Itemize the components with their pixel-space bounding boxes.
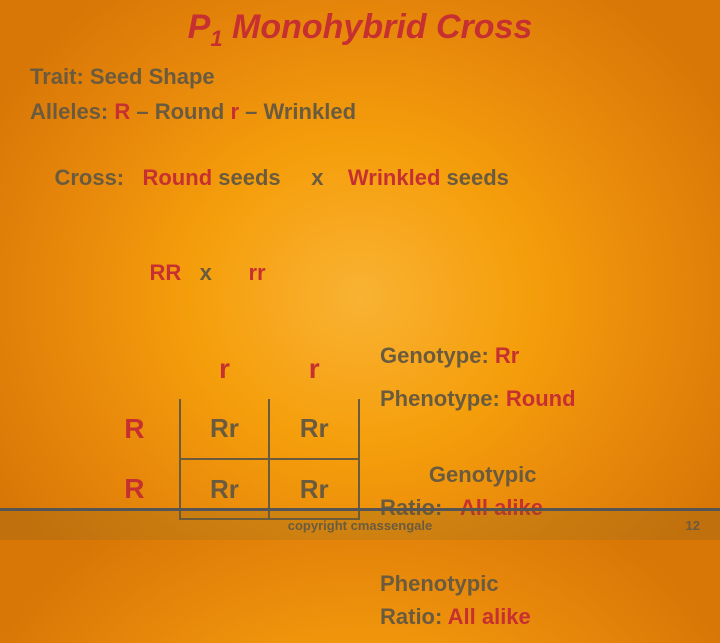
- copyright-text: copyright cmassengale: [288, 518, 433, 533]
- title-p: P: [188, 8, 211, 46]
- punnett-col2: r: [269, 339, 359, 399]
- pratio-label2: Ratio:: [380, 604, 448, 629]
- phenotypic-ratio-block: Phenotypic Ratio: All alike: [380, 567, 690, 633]
- genotype-line: Genotype: Rr: [380, 339, 690, 372]
- cross-genotype-line: RR x rr: [30, 228, 690, 317]
- trait-line: Trait: Seed Shape: [30, 62, 690, 92]
- allele-R: R: [114, 99, 130, 124]
- gratio-label1: Genotypic: [429, 462, 537, 487]
- title-rest: Monohybrid Cross: [223, 8, 533, 46]
- punnett-corner: [90, 339, 180, 399]
- phenotype-line: Phenotype: Round: [380, 382, 690, 415]
- footer-bar: copyright cmassengale: [0, 508, 720, 540]
- punnett-table: r r R Rr Rr R Rr Rr: [90, 339, 360, 520]
- cross-RR: RR: [149, 260, 181, 285]
- trait-value: Seed Shape: [90, 64, 215, 89]
- genotype-value: Rr: [495, 343, 519, 368]
- alleles-line: Alleles: R – Round r – Wrinkled: [30, 97, 690, 127]
- punnett-square: r r R Rr Rr R Rr Rr: [30, 339, 360, 643]
- allele-r: r: [230, 99, 239, 124]
- slide-title: P1 Monohybrid Cross: [30, 8, 690, 52]
- title-subscript: 1: [210, 26, 222, 51]
- content-row: r r R Rr Rr R Rr Rr Genotype: Rr: [30, 339, 690, 643]
- slide: P1 Monohybrid Cross Trait: Seed Shape Al…: [0, 0, 720, 540]
- pratio-value: All alike: [448, 604, 531, 629]
- cross-x: x: [181, 260, 248, 285]
- phenotype-value: Round: [506, 386, 576, 411]
- allele-r-desc: – Wrinkled: [239, 99, 356, 124]
- phenotype-label: Phenotype:: [380, 386, 506, 411]
- cross-mid2: seeds: [440, 165, 509, 190]
- cross-mid1: seeds x: [212, 165, 348, 190]
- cross-line: Cross: Round seeds x Wrinkled seeds: [30, 133, 690, 222]
- alleles-label: Alleles:: [30, 99, 114, 124]
- pratio-label1: Phenotypic: [380, 571, 499, 596]
- cross-label: Cross:: [54, 165, 142, 190]
- trait-label: Trait:: [30, 64, 90, 89]
- allele-R-desc: – Round: [130, 99, 230, 124]
- punnett-col1: r: [180, 339, 270, 399]
- punnett-c11: Rr: [180, 399, 270, 459]
- page-number: 12: [686, 518, 700, 533]
- results-panel: Genotype: Rr Phenotype: Round Genotypic R…: [380, 339, 690, 643]
- genotype-label: Genotype:: [380, 343, 495, 368]
- punnett-row1: R: [90, 399, 180, 459]
- cross-rr: rr: [248, 260, 265, 285]
- cross-wrinkled: Wrinkled: [348, 165, 441, 190]
- punnett-c12: Rr: [269, 399, 359, 459]
- cross-round: Round: [142, 165, 212, 190]
